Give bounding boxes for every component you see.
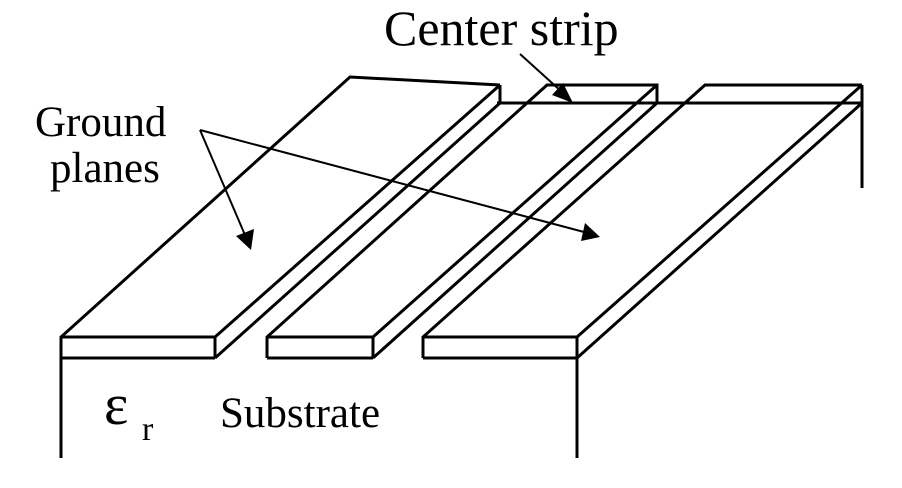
center-strip-label: Center strip [384, 0, 619, 56]
ground-planes-label-line2: planes [50, 145, 160, 192]
center-strip-arrow [519, 53, 573, 103]
epsilon-symbol: ε [104, 372, 128, 437]
center-strip [265, 83, 659, 360]
ground-planes-label-line1: Ground [35, 99, 166, 146]
substrate-block [59, 85, 864, 458]
left-ground-plane [59, 75, 502, 360]
ground-arrow-right [199, 129, 600, 241]
epsilon-subscript: r [142, 411, 154, 448]
substrate-label: Substrate [220, 390, 380, 437]
ground-arrow-left [199, 129, 254, 250]
right-ground-plane [421, 83, 863, 360]
